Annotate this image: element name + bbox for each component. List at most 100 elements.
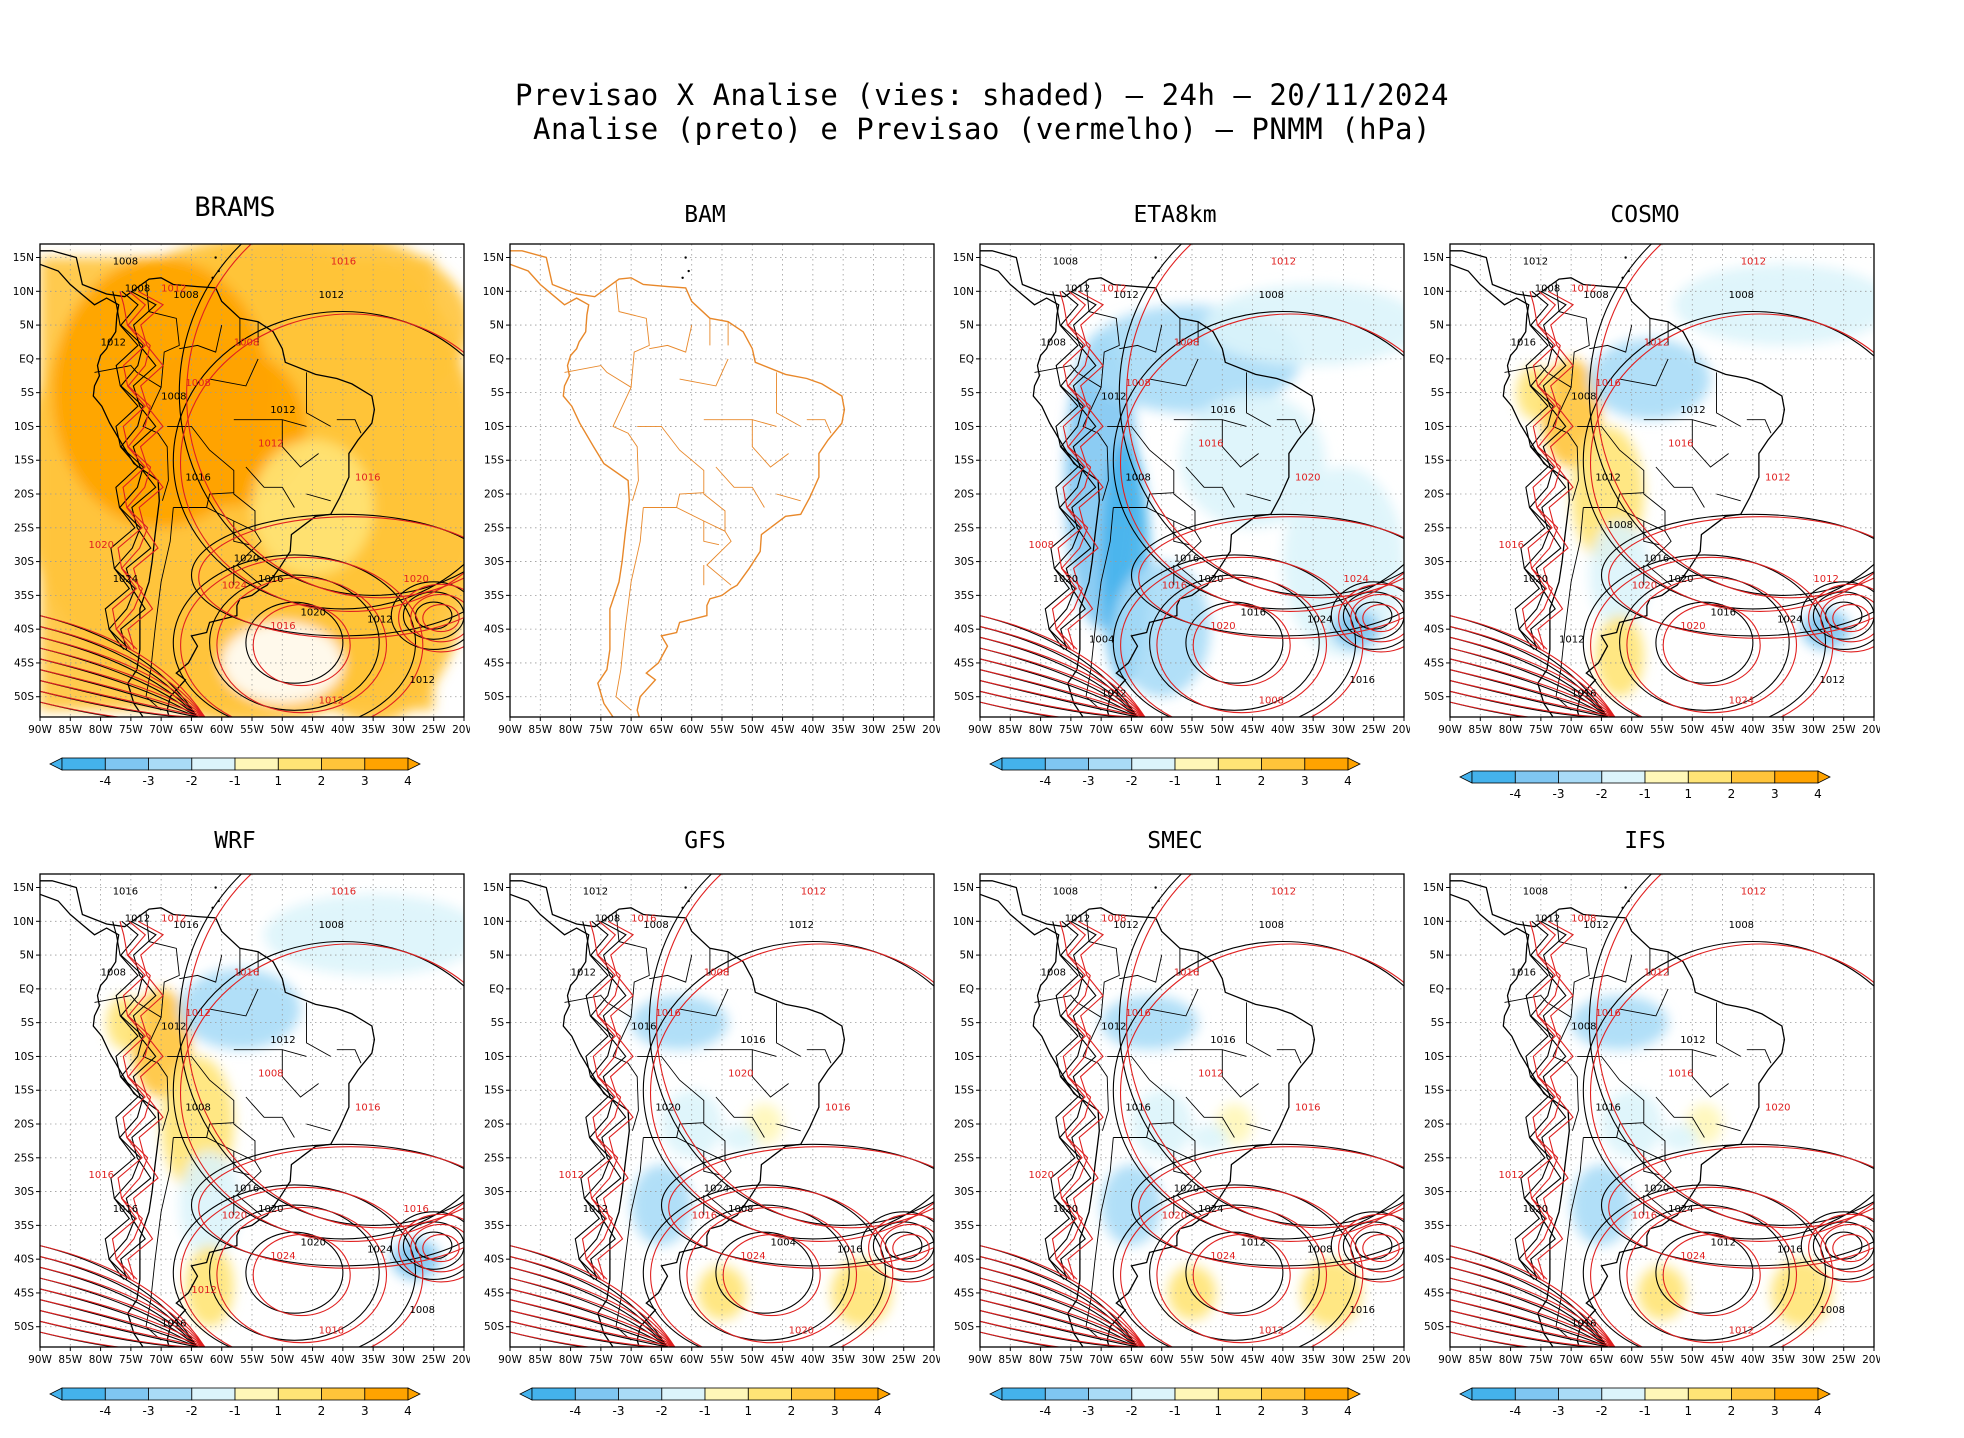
contour-label-analysis: 1016 xyxy=(113,1204,138,1215)
lon-tick-label: 60W xyxy=(210,1354,234,1366)
colorbar-tick-label: -2 xyxy=(186,774,198,788)
contour-label-forecast: 1008 xyxy=(1101,913,1126,924)
lat-tick-label: 10N xyxy=(483,286,504,298)
colorbar-segment xyxy=(1174,757,1219,771)
lon-tick-label: 20W xyxy=(1862,724,1880,736)
colorbar-tick-label: -4 xyxy=(99,1404,111,1418)
colorbar-segment xyxy=(191,1387,236,1401)
lat-tick-label: 50S xyxy=(1424,1321,1444,1333)
contour-label-analysis: 1016 xyxy=(1350,675,1375,686)
contour-label-forecast: 1024 xyxy=(1680,1251,1705,1262)
contour-label-analysis: 1012 xyxy=(1101,689,1126,700)
lat-tick-label: 5S xyxy=(961,1017,975,1029)
colorbar-tick-label: -1 xyxy=(1169,774,1181,788)
lon-tick-label: 25W xyxy=(422,724,446,736)
lon-tick-label: 40W xyxy=(801,724,825,736)
colorbar-tick-label: 1 xyxy=(1684,1404,1692,1418)
contour-label-analysis: 1012 xyxy=(410,675,435,686)
contour-label-analysis: 1016 xyxy=(1125,1103,1150,1114)
lon-tick-label: 70W xyxy=(619,1354,643,1366)
lon-tick-label: 55W xyxy=(240,724,264,736)
lon-tick-label: 80W xyxy=(89,724,113,736)
panel-title-wrf: WRF xyxy=(214,828,256,854)
colorbar-segment xyxy=(1774,770,1819,784)
lon-tick-label: 85W xyxy=(1468,1354,1492,1366)
lon-tick-label: 70W xyxy=(1559,1354,1583,1366)
lon-tick-label: 65W xyxy=(180,1354,204,1366)
colorbar-segment xyxy=(1558,770,1603,784)
colorbar-tick-label: -4 xyxy=(1509,787,1521,801)
lon-tick-label: 55W xyxy=(710,1354,734,1366)
contour-label-forecast: 1016 xyxy=(1668,439,1693,450)
contour-label-forecast: 1024 xyxy=(222,581,247,592)
pressure-contours xyxy=(1450,874,1874,1347)
contour-label-forecast: 1024 xyxy=(270,1251,295,1262)
contour-label-analysis: 1008 xyxy=(728,1204,753,1215)
contour-label-forecast: 1012 xyxy=(258,439,283,450)
lon-tick-label: 25W xyxy=(1832,724,1856,736)
contour-label-analysis: 1020 xyxy=(258,1204,283,1215)
pressure-contours xyxy=(40,874,464,1347)
contour-label-analysis: 1008 xyxy=(1041,337,1066,348)
lat-tick-label: 10N xyxy=(1423,916,1444,928)
colorbar-tick-label: -2 xyxy=(186,1404,198,1418)
colorbar: -4 -3 -2 -1 1 2 3 4 xyxy=(49,1387,421,1418)
contour-label-analysis: 1012 xyxy=(1595,473,1620,484)
lon-tick-label: 75W xyxy=(589,1354,613,1366)
contour-label-analysis: 1016 xyxy=(173,920,198,931)
lon-tick-label: 80W xyxy=(1029,1354,1053,1366)
colorbar-extend-low xyxy=(989,1387,1003,1401)
lon-tick-label: 85W xyxy=(528,1354,552,1366)
lon-tick-label: 35W xyxy=(361,1354,385,1366)
colorbar-tick-label: -1 xyxy=(1639,1404,1651,1418)
contour-label-forecast: 1012 xyxy=(161,283,186,294)
lat-tick-label: EQ xyxy=(19,353,34,365)
lon-tick-label: 40W xyxy=(1271,1354,1295,1366)
lon-tick-label: 50W xyxy=(270,724,294,736)
lon-tick-label: 75W xyxy=(1059,1354,1083,1366)
colorbar-tick-label: 3 xyxy=(1301,1404,1309,1418)
colorbar-extend-high xyxy=(407,1387,421,1401)
lat-tick-label: 15N xyxy=(1423,882,1444,894)
lat-tick-label: 35S xyxy=(954,590,974,602)
contour-label-forecast: 1024 xyxy=(1210,1251,1235,1262)
colorbar-tick-label: 2 xyxy=(1258,1404,1266,1418)
colorbar-segment xyxy=(1687,770,1732,784)
lon-tick-label: 20W xyxy=(1392,724,1410,736)
lat-tick-label: 5N xyxy=(959,320,974,332)
lon-tick-label: 80W xyxy=(1029,724,1053,736)
lon-tick-label: 65W xyxy=(1120,1354,1144,1366)
contour-label-analysis: 1012 xyxy=(101,337,126,348)
contour-label-analysis: 1012 xyxy=(583,1204,608,1215)
graticule xyxy=(510,244,934,717)
lon-tick-label: 90W xyxy=(498,1354,522,1366)
lon-tick-label: 90W xyxy=(968,724,992,736)
lon-tick-label: 70W xyxy=(1559,724,1583,736)
colorbar-segment xyxy=(618,1387,663,1401)
lon-tick-label: 45W xyxy=(771,724,795,736)
contour-label-forecast: 1016 xyxy=(270,621,295,632)
lon-tick-label: 85W xyxy=(58,724,82,736)
lon-tick-label: 70W xyxy=(619,724,643,736)
contour-label-analysis: 1020 xyxy=(301,1238,326,1249)
lon-tick-label: 55W xyxy=(1180,724,1204,736)
contour-label-forecast: 1020 xyxy=(1632,581,1657,592)
contour-label-forecast: 1016 xyxy=(1632,1211,1657,1222)
contour-label-analysis: 1012 xyxy=(1680,405,1705,416)
lat-tick-label: 40S xyxy=(1424,624,1444,636)
pressure-contours xyxy=(40,244,464,717)
lat-tick-label: 50S xyxy=(14,1321,34,1333)
contour-label-analysis: 1008 xyxy=(185,1103,210,1114)
panel-smec: SMEC 1008 1012 1012 1008 1008 1012 1016 1016 1020… xyxy=(940,818,1410,1438)
colorbar-segment xyxy=(1217,757,1262,771)
contour-label-analysis: 1004 xyxy=(1089,635,1114,646)
panel-title-brams: BRAMS xyxy=(194,192,276,223)
lat-tick-label: 20S xyxy=(1424,489,1444,501)
lat-tick-label: 45S xyxy=(954,657,974,669)
contour-label-forecast: 1008 xyxy=(1029,540,1054,551)
lat-tick-label: 50S xyxy=(1424,691,1444,703)
contour-label-analysis: 1008 xyxy=(1259,920,1284,931)
lon-tick-label: 75W xyxy=(1529,724,1553,736)
contour-label-forecast: 1020 xyxy=(1680,621,1705,632)
